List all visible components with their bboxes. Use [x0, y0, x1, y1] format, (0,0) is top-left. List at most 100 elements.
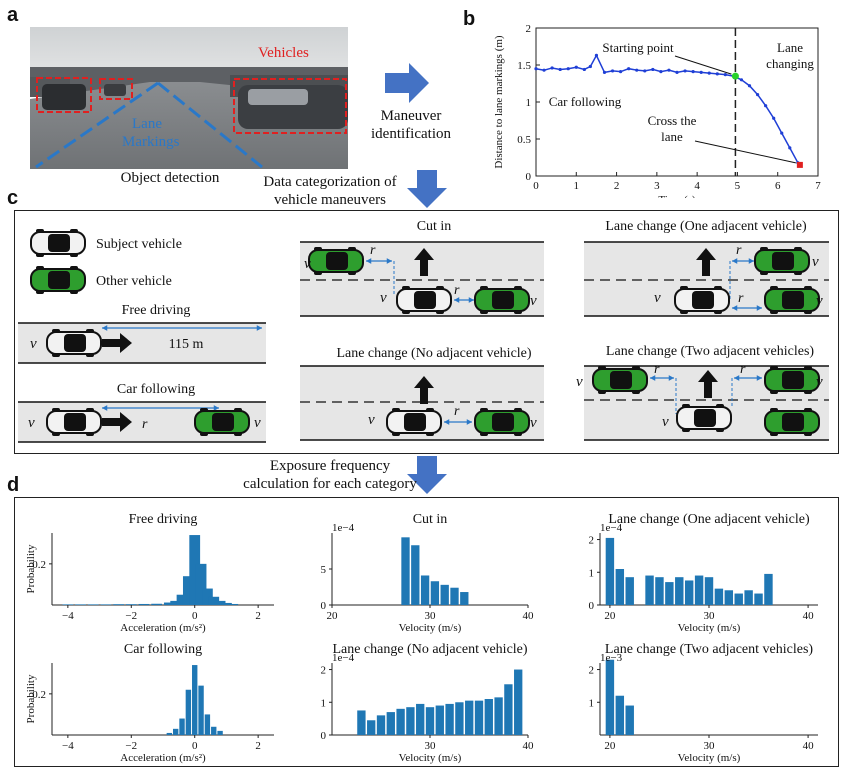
distance-point	[691, 70, 695, 74]
lane-change-two-side-car	[764, 408, 820, 436]
lane-change-two-r1-arrow	[734, 375, 762, 381]
x-tick-label: 20	[604, 740, 616, 752]
exposure-label-line2: calculation for each category	[243, 476, 417, 492]
distance-point	[747, 84, 752, 88]
histogram-bar	[625, 577, 634, 605]
histogram-bar	[411, 545, 420, 605]
histogram-5: Lane change (No adjacent vehicle) 30 40 0 1 2…	[321, 642, 535, 764]
y-axis-label: Probability	[25, 544, 37, 593]
distance-point	[780, 131, 784, 135]
cross-point-marker	[796, 161, 803, 168]
histogram-bar	[460, 592, 469, 605]
lane-change-one-r2-label: r	[736, 243, 742, 258]
cut-in-v3-label: v	[304, 256, 311, 272]
distance-point	[739, 78, 744, 82]
y-tick-label: 1.5	[517, 60, 531, 72]
histogram-bar	[734, 593, 743, 605]
free-driving-range-arrow	[102, 325, 262, 331]
y-tick-label: 0	[589, 600, 595, 612]
histogram-bar	[514, 669, 523, 735]
histogram-bar	[684, 580, 694, 605]
x-tick-label: −4	[62, 610, 74, 622]
lane-change-two-front-car	[764, 366, 820, 394]
histogram-bar	[113, 604, 124, 605]
histogram-bar	[214, 600, 226, 605]
arrow-right-icon	[385, 63, 429, 103]
x-tick-label: −2	[125, 610, 137, 622]
exposure-label-line1: Exposure frequency	[269, 458, 391, 474]
distance-point	[675, 70, 679, 74]
y-tick-label: 2	[321, 665, 327, 677]
lane-change-two-r2-label: r	[654, 362, 660, 377]
histogram-bar	[645, 575, 654, 605]
categorization-label-line1: Data categorization of	[263, 174, 397, 190]
histogram-bar	[192, 665, 198, 735]
car-following-direction-arrow	[102, 412, 132, 432]
x-axis-label: Velocity (m/s)	[399, 622, 462, 634]
lane-change-two-title: Lane change (Two adjacent vehicles)	[606, 344, 814, 359]
free-driving-distance-label: 115 m	[169, 337, 204, 352]
lane-change-one-v3-label: v	[812, 254, 819, 270]
histogram-2: Cut in 20 30 40 0 5 Velocity (m/s) 1e−4	[321, 512, 535, 634]
histogram-bar	[724, 590, 734, 605]
exposure-frequency-frame	[14, 497, 839, 767]
histogram-bar	[504, 684, 513, 735]
histogram-title: Free driving	[129, 512, 198, 527]
lane-distance-chart: 0 1 2 3 4 5 6 7 0 0.5 1 1.5 2 Time (s) Distance to lan…	[493, 23, 821, 198]
histogram-bar	[227, 603, 239, 605]
x-tick-label: 2	[255, 610, 261, 622]
histogram-bar	[655, 577, 664, 605]
histogram-bar	[208, 596, 220, 605]
y-scale-label: 1e−4	[600, 522, 623, 534]
y-scale-label: 1e−3	[600, 652, 623, 664]
histogram-bar	[185, 689, 192, 735]
x-tick-label: 40	[803, 610, 815, 622]
histogram-bar	[704, 577, 714, 605]
car-following-annotation: Car following	[549, 94, 622, 109]
histogram-bar	[172, 728, 179, 735]
free-driving-direction-arrow	[102, 333, 132, 353]
car-following-lead-car	[194, 408, 250, 436]
histogram-bar	[179, 718, 185, 735]
distance-point	[566, 67, 570, 71]
cross-lane-annotation-2: lane	[661, 129, 683, 144]
x-tick-label: 2	[255, 740, 261, 752]
starting-point-marker	[731, 72, 739, 80]
x-axis-label: Acceleration (m/s²)	[120, 752, 206, 764]
histogram-bar	[125, 604, 137, 605]
histogram-bar	[605, 659, 615, 735]
y-tick-label: 0	[526, 171, 532, 183]
cut-in-subject-car	[396, 286, 452, 314]
histogram-bar	[163, 602, 175, 605]
histogram-bar	[401, 537, 410, 605]
histogram-bar	[62, 604, 74, 605]
vehicles-label: Vehicles	[258, 45, 309, 61]
distance-point	[582, 67, 586, 72]
distance-point	[558, 67, 562, 72]
distance-point	[788, 146, 792, 150]
object-detection-caption: Object detection	[120, 170, 220, 186]
x-tick-label: 3	[654, 180, 660, 192]
histogram-bar	[176, 594, 188, 605]
y-tick-label: 2	[526, 23, 532, 35]
histogram-bar	[714, 588, 724, 605]
distance-point	[588, 64, 592, 69]
y-tick-label: 0.5	[517, 134, 531, 146]
lane-change-one-r1-arrow	[732, 305, 762, 311]
lane-change-two-rear-car	[592, 366, 648, 394]
distance-point	[667, 68, 671, 72]
x-tick-label: 6	[775, 180, 781, 192]
histogram-bar	[202, 588, 213, 605]
histogram-bar	[615, 569, 625, 605]
x-tick-label: 30	[704, 610, 716, 622]
lane-change-one-r1-label: r	[738, 291, 744, 306]
x-tick-label: 30	[704, 740, 716, 752]
histogram-bar	[217, 730, 223, 735]
histogram-bar	[675, 577, 684, 605]
histogram-bar	[615, 695, 625, 735]
distance-point	[627, 67, 631, 71]
panel-label-b: b	[463, 8, 476, 30]
y-tick-label: 1	[526, 97, 532, 109]
histogram-bar	[455, 702, 464, 735]
distance-point	[715, 72, 719, 76]
